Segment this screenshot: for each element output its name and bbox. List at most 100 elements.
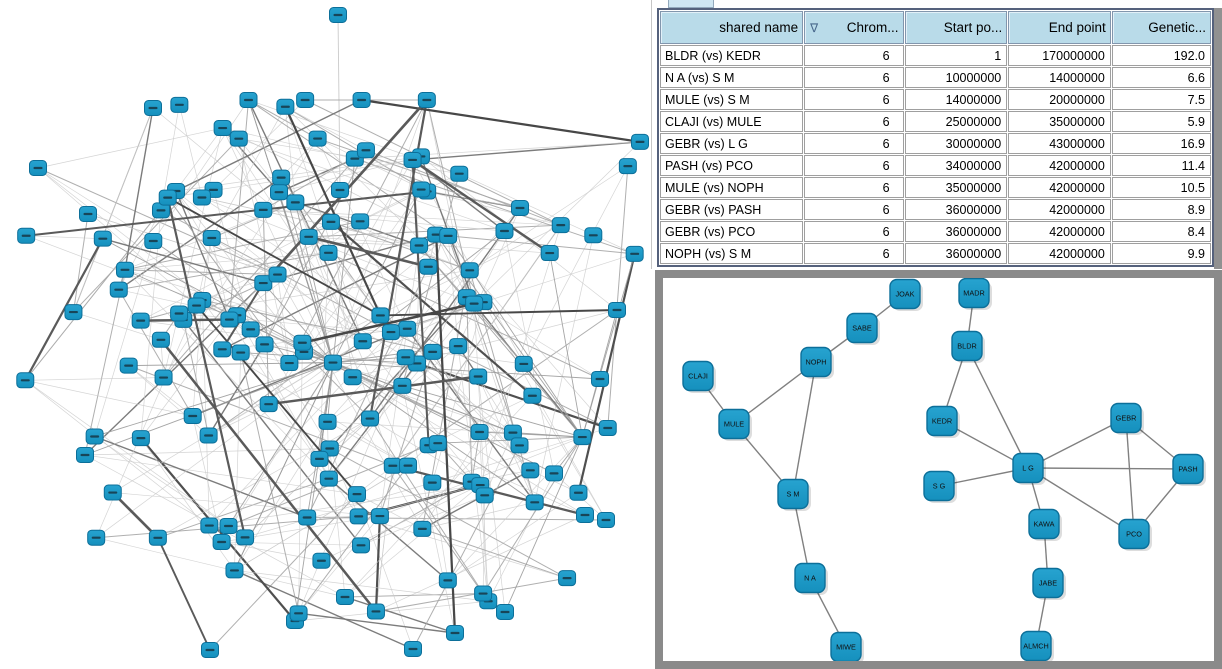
network-node[interactable] [558, 570, 577, 587]
network-node[interactable] [296, 92, 315, 108]
column-header-start-position[interactable]: Start po... [904, 11, 1008, 44]
subnetwork-node-PCO[interactable]: PCO [1118, 518, 1152, 552]
network-node[interactable] [423, 474, 442, 491]
table-row[interactable]: MULE (vs) S M 6 14000000 20000000 7.5 [660, 89, 1211, 110]
network-node[interactable] [410, 237, 429, 254]
network-node[interactable] [270, 184, 289, 201]
network-node[interactable] [366, 603, 385, 620]
network-node[interactable] [417, 92, 436, 108]
network-node[interactable] [591, 370, 610, 387]
table-row[interactable]: GEBR (vs) PCO 6 36000000 42000000 8.4 [660, 221, 1211, 242]
table-row[interactable]: GEBR (vs) PASH 6 36000000 42000000 8.9 [660, 199, 1211, 220]
column-header-end-point[interactable]: End point [1008, 11, 1111, 44]
network-node[interactable] [286, 194, 305, 211]
table-tab-stub[interactable] [668, 0, 714, 8]
network-node[interactable] [17, 227, 36, 244]
network-node[interactable] [319, 244, 338, 261]
subnetwork-node-NOPH[interactable]: NOPH [800, 346, 834, 380]
network-node[interactable] [598, 420, 617, 437]
network-node[interactable] [16, 372, 35, 389]
network-node[interactable] [131, 430, 150, 447]
network-node[interactable] [280, 355, 299, 372]
column-header-shared-name[interactable]: shared name [660, 11, 804, 44]
network-node[interactable] [308, 130, 327, 147]
table-scrollbar-track[interactable] [1214, 8, 1222, 269]
network-node[interactable] [299, 228, 318, 245]
network-node[interactable] [219, 517, 238, 534]
network-node[interactable] [439, 227, 458, 244]
subnetwork-node-JABE[interactable]: JABE [1032, 567, 1066, 601]
network-node[interactable] [212, 534, 231, 551]
network-node[interactable] [236, 529, 255, 546]
network-node[interactable] [551, 217, 570, 234]
network-node[interactable] [151, 202, 170, 219]
network-node[interactable] [625, 245, 644, 262]
network-node[interactable] [259, 396, 278, 413]
network-node[interactable] [370, 508, 389, 525]
network-node[interactable] [93, 230, 112, 247]
subnetwork-node-MADR[interactable]: MADR [958, 278, 992, 311]
network-node[interactable] [268, 266, 287, 283]
network-node[interactable] [331, 182, 349, 198]
network-node[interactable] [597, 512, 615, 528]
network-node[interactable] [220, 311, 239, 328]
network-node[interactable] [545, 465, 564, 482]
network-node[interactable] [289, 605, 308, 622]
network-node[interactable] [319, 470, 338, 487]
network-node[interactable] [109, 281, 128, 298]
network-node[interactable] [254, 275, 273, 292]
network-node[interactable] [293, 334, 312, 351]
subnetwork-node-KAWA[interactable]: KAWA [1028, 508, 1062, 542]
network-node[interactable] [450, 165, 469, 182]
network-node[interactable] [170, 96, 189, 113]
network-node[interactable] [183, 408, 202, 425]
network-node[interactable] [449, 338, 468, 355]
network-node[interactable] [29, 160, 47, 176]
network-node[interactable] [343, 369, 362, 386]
network-node[interactable] [272, 169, 291, 186]
table-row[interactable]: CLAJI (vs) MULE 6 25000000 35000000 5.9 [660, 111, 1211, 132]
network-node[interactable] [276, 98, 295, 115]
network-node[interactable] [398, 320, 417, 337]
subnetwork-node-MULE[interactable]: MULE [718, 408, 752, 442]
network-node[interactable] [241, 321, 260, 338]
network-node[interactable] [199, 427, 218, 444]
network-node[interactable] [255, 336, 274, 353]
network-node[interactable] [525, 494, 544, 511]
subnetwork-node-JOAK[interactable]: JOAK [889, 278, 923, 312]
network-node[interactable] [618, 158, 637, 175]
subnetwork-node-PASH[interactable]: PASH [1172, 453, 1206, 487]
network-node[interactable] [144, 100, 162, 116]
network-node[interactable] [229, 130, 248, 147]
table-row[interactable]: PASH (vs) PCO 6 34000000 42000000 11.4 [660, 155, 1211, 176]
subnetwork-node-SABE[interactable]: SABE [846, 312, 880, 346]
network-node[interactable] [413, 520, 432, 537]
network-node[interactable] [353, 333, 372, 350]
subnetwork-node-ALMCH[interactable]: ALMCH [1020, 630, 1054, 662]
network-node[interactable] [76, 447, 94, 463]
network-node[interactable] [201, 642, 219, 658]
network-node[interactable] [348, 486, 367, 503]
network-node[interactable] [470, 424, 489, 441]
table-row[interactable]: NOPH (vs) S M 6 36000000 42000000 9.9 [660, 243, 1211, 264]
subnetwork-node-SG[interactable]: S G [923, 470, 957, 504]
network-node[interactable] [356, 142, 375, 159]
network-node[interactable] [192, 189, 211, 206]
subnetwork-node-SM[interactable]: S M [777, 478, 811, 512]
network-node[interactable] [503, 424, 522, 441]
table-row[interactable]: BLDR (vs) KEDR 6 1 170000000 192.0 [660, 45, 1211, 66]
network-node[interactable] [85, 428, 104, 445]
network-node[interactable] [460, 262, 479, 279]
network-node[interactable] [584, 227, 603, 244]
network-node[interactable] [79, 206, 97, 222]
table-row[interactable]: GEBR (vs) L G 6 30000000 43000000 16.9 [660, 133, 1211, 154]
network-node[interactable] [225, 562, 244, 579]
network-node[interactable] [631, 133, 649, 150]
network-node[interactable] [298, 509, 317, 526]
network-node[interactable] [469, 368, 488, 385]
network-node[interactable] [523, 387, 542, 404]
network-node[interactable] [103, 484, 122, 501]
network-node[interactable] [428, 435, 447, 452]
overview-network-canvas[interactable] [0, 0, 650, 669]
network-node[interactable] [371, 307, 390, 324]
